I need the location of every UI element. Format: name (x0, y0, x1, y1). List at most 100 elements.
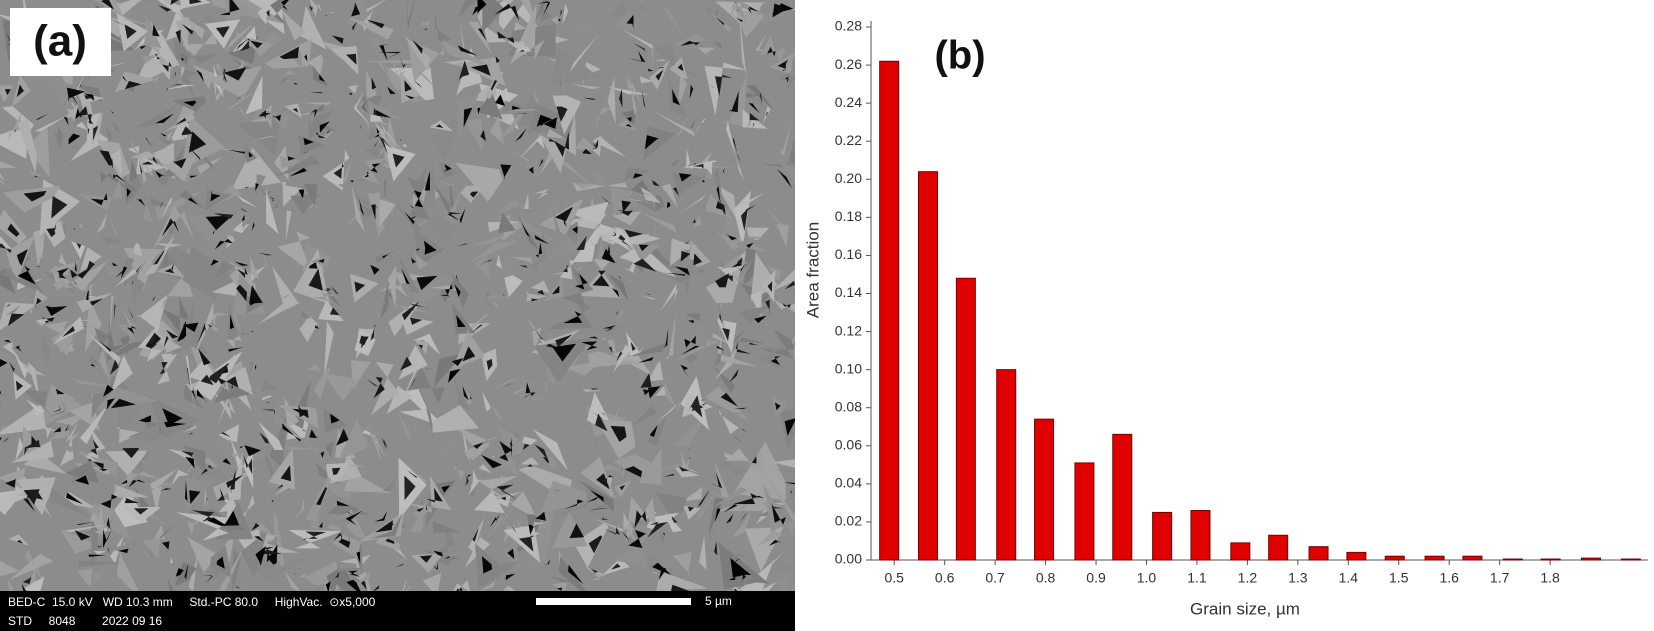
grain (516, 134, 545, 163)
grain (70, 130, 109, 162)
grain (159, 248, 169, 269)
grain (118, 471, 161, 491)
grain (542, 361, 558, 398)
grain (52, 439, 76, 453)
grain (68, 394, 111, 431)
pore (352, 22, 357, 31)
pore (640, 373, 652, 388)
x-tick-label: 0.5 (884, 570, 904, 586)
grain (735, 0, 766, 21)
grain (761, 468, 795, 522)
pore (79, 80, 83, 88)
grain (725, 448, 749, 461)
grain (410, 504, 436, 519)
pore (289, 167, 307, 177)
grain (192, 467, 201, 481)
grain (110, 149, 122, 176)
pore (23, 446, 30, 456)
pore (480, 129, 486, 141)
grain (763, 484, 795, 537)
grain (665, 313, 676, 360)
grain (547, 236, 582, 259)
grain (73, 74, 84, 97)
grain (616, 307, 625, 325)
grain (77, 450, 119, 477)
pore (714, 508, 721, 523)
pore (562, 499, 584, 510)
grain (2, 341, 20, 358)
pore (514, 112, 528, 114)
pore (113, 174, 126, 183)
pore (528, 166, 534, 175)
pore (121, 266, 127, 279)
grain (301, 310, 312, 319)
grain (498, 197, 528, 219)
pore (641, 89, 646, 109)
pore (88, 554, 107, 557)
grain (418, 300, 434, 314)
pore (748, 103, 760, 114)
grain (503, 585, 515, 591)
grain (17, 119, 37, 174)
pore (617, 275, 622, 279)
pore (244, 186, 250, 189)
grain (277, 235, 316, 257)
grain (521, 219, 559, 243)
pore (583, 97, 597, 100)
grain (303, 183, 318, 207)
grain (491, 299, 498, 307)
grain (276, 404, 319, 429)
pore (651, 180, 660, 187)
grain (484, 25, 527, 56)
grain (493, 256, 511, 262)
grain (182, 245, 237, 300)
pore (243, 454, 253, 475)
pore (89, 298, 104, 306)
grain (140, 157, 154, 178)
pore (152, 24, 160, 37)
pore (433, 550, 443, 557)
pore (250, 390, 252, 393)
pore (196, 389, 208, 404)
pore (765, 299, 770, 313)
pore (481, 454, 503, 469)
grain (130, 151, 161, 159)
pore (147, 333, 157, 350)
pore (400, 139, 402, 141)
pore (459, 208, 466, 224)
pore (518, 535, 536, 552)
pore (784, 76, 789, 83)
pore (206, 323, 212, 328)
pore (677, 63, 684, 71)
pore (360, 125, 363, 131)
pore (521, 222, 531, 238)
pore (308, 268, 323, 291)
pore (62, 326, 75, 338)
grain (144, 549, 157, 568)
pore (112, 262, 118, 266)
pore (371, 77, 376, 90)
sem-texture (0, 0, 806, 591)
grain (802, 461, 806, 515)
grain (91, 512, 115, 567)
pore (22, 577, 32, 584)
pore (164, 268, 175, 274)
pore (23, 498, 35, 512)
pore (336, 500, 350, 507)
pore (152, 296, 156, 302)
pore (127, 552, 128, 554)
pore (190, 175, 198, 178)
pore (8, 313, 25, 326)
grain (249, 135, 278, 141)
pore (621, 210, 633, 216)
pore (184, 564, 189, 579)
grain (213, 442, 239, 455)
pore (248, 151, 253, 158)
grain (606, 339, 618, 360)
grain (613, 521, 657, 567)
grain (426, 408, 436, 445)
grain (651, 43, 677, 65)
grain (218, 479, 238, 513)
grain (231, 147, 286, 191)
